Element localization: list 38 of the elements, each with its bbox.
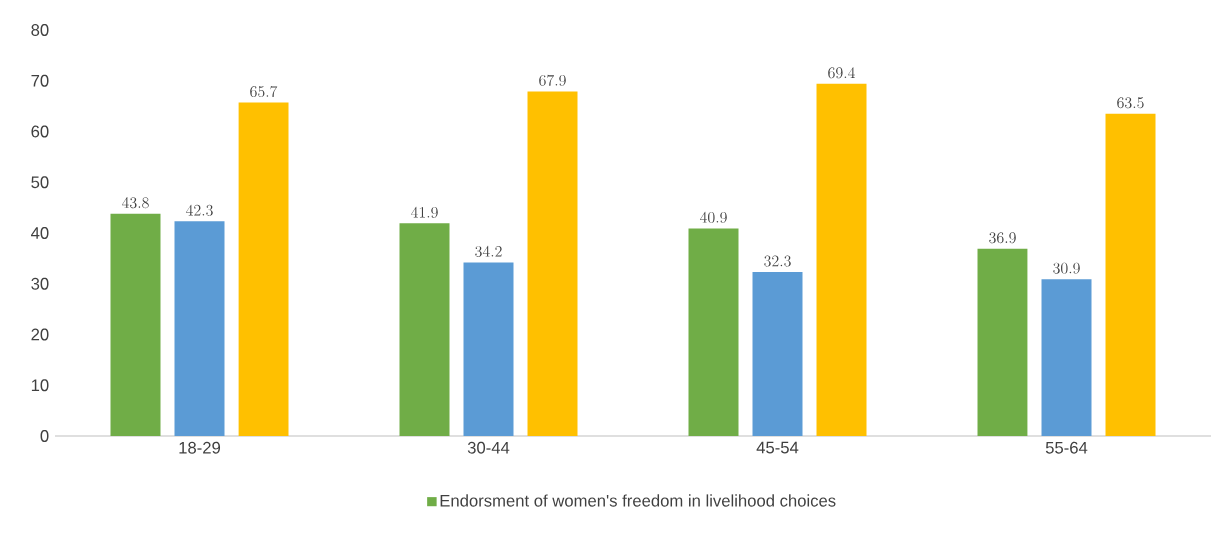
x-tick-label: 18-29 xyxy=(179,441,221,454)
bar xyxy=(752,272,803,436)
y-tick-label: 70 xyxy=(31,74,49,87)
y-tick-label: 60 xyxy=(31,125,49,138)
y-tick-label: 30 xyxy=(31,277,49,290)
y-tick-label: 80 xyxy=(31,24,49,36)
x-tick-label: 30-44 xyxy=(467,441,510,454)
data-label: 41 .9 xyxy=(411,206,438,218)
data-label: 42.3 xyxy=(186,204,213,216)
bar xyxy=(688,228,739,436)
data-label: 32.3 xyxy=(764,255,791,267)
y-tick-label: 0 xyxy=(40,430,49,442)
bar xyxy=(174,221,225,436)
bar xyxy=(816,83,867,436)
data-label: 36.9 xyxy=(989,232,1016,244)
bar xyxy=(1105,113,1156,436)
data-label: 63.5 xyxy=(1117,97,1144,109)
y-tick-label: 10 xyxy=(31,379,49,392)
x-tick-label: 55-64 xyxy=(1045,441,1088,454)
bar xyxy=(463,262,514,436)
y-tick-label: 40 xyxy=(31,227,49,239)
bar xyxy=(399,223,450,436)
bar xyxy=(977,248,1028,436)
data-label: 34.2 xyxy=(475,245,502,257)
data-label: 30.9 xyxy=(1053,262,1080,274)
y-tick-label: 20 xyxy=(31,328,49,341)
bar xyxy=(110,213,161,436)
data-label: 40.9 xyxy=(700,211,727,223)
y-tick-label: 50 xyxy=(31,176,49,189)
data-label: 43.8 xyxy=(122,197,149,209)
legend-label: Endorsment of women's freedom in livelihood choices xyxy=(440,494,836,507)
data-label: 65.7 xyxy=(250,85,278,98)
data-label: 67.9 xyxy=(539,74,566,86)
bar xyxy=(527,91,578,436)
bar xyxy=(238,102,289,436)
bar xyxy=(1041,279,1092,436)
data-label: 69.4 xyxy=(828,67,855,79)
x-tick-label: 45-54 xyxy=(756,441,799,454)
